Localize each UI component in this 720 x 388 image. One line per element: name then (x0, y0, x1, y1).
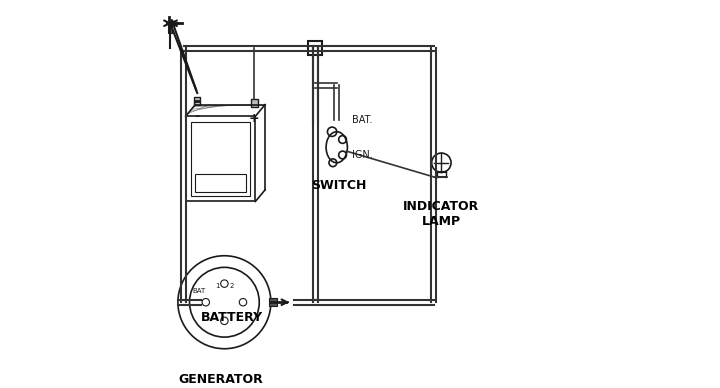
Bar (168, 25, 172, 33)
Text: 2: 2 (229, 283, 233, 289)
Text: -: - (194, 111, 200, 123)
Text: GENERATOR: GENERATOR (178, 373, 263, 386)
Bar (308, 42, 323, 55)
Text: 1: 1 (215, 283, 220, 289)
FancyArrowPatch shape (171, 21, 179, 26)
Text: BATTERY: BATTERY (201, 311, 264, 324)
Bar (269, 298, 276, 306)
Text: INDICATOR
LAMP: INDICATOR LAMP (403, 199, 480, 227)
Text: IGN.: IGN. (352, 150, 373, 160)
Bar (194, 97, 200, 105)
Text: +: + (249, 113, 260, 125)
Text: SWITCH: SWITCH (312, 180, 367, 192)
Text: BAT: BAT (192, 288, 205, 294)
Bar (251, 99, 258, 107)
Text: BAT.: BAT. (352, 115, 373, 125)
